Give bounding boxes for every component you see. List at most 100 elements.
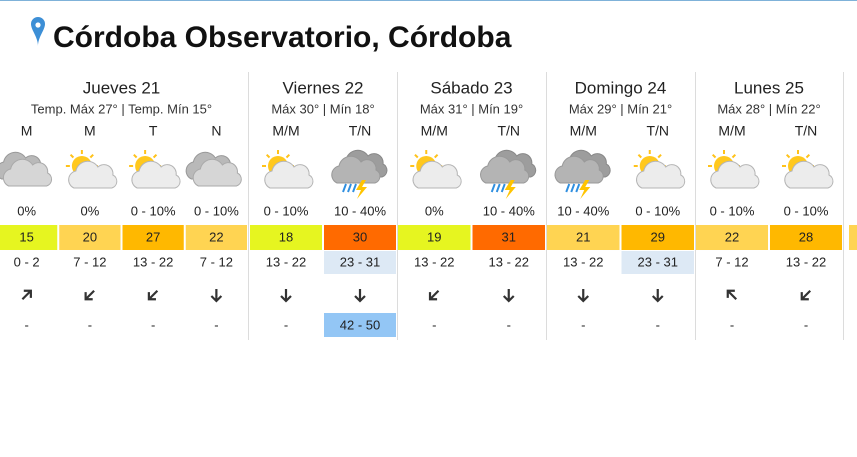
wind-speed: 0 - 2 [14, 254, 40, 269]
sun-ray [805, 153, 811, 159]
temp-cell [324, 225, 396, 250]
sun-ray [785, 153, 791, 159]
day-name: Jueves 21 [83, 78, 161, 97]
wind-gust: - [284, 317, 288, 332]
wind-speed: 13 - 22 [414, 254, 454, 269]
wind-speed: 13 - 22 [133, 254, 173, 269]
wind-arrow [651, 289, 664, 303]
wind-gust: 42 - 50 [340, 317, 380, 332]
temperature: 29 [651, 229, 665, 244]
wind-arrow [502, 289, 515, 303]
weather-icon-storm [480, 149, 537, 199]
weather-icon-cloudy [185, 151, 242, 187]
wind-highlight [324, 251, 396, 274]
rain-probability: 0 - 10% [710, 203, 755, 218]
period-label: T/N [795, 123, 818, 139]
temp-cell [250, 225, 322, 250]
sun-ray [637, 153, 642, 159]
cloud [131, 160, 181, 189]
day-name: Sábado 23 [430, 78, 512, 97]
wind-arrow [210, 289, 223, 303]
sun-ray [434, 153, 439, 159]
wind-arrow [354, 289, 366, 303]
temp-cell [547, 225, 620, 250]
period-label: M/M [272, 123, 299, 139]
rain-drop [565, 183, 571, 193]
day-name: Lunes 25 [734, 78, 804, 97]
rain-drop [575, 183, 581, 193]
rain-probability: 0 - 10% [264, 203, 309, 218]
rain-probability: 10 - 40% [483, 203, 535, 218]
temperature: 22 [209, 229, 223, 244]
day-summary: Máx 30° | Mín 18° [271, 101, 374, 116]
period-label: M [84, 123, 96, 139]
cloud [412, 160, 462, 189]
rain-probability: 0% [80, 203, 99, 218]
weather-icon-partly-sunny [708, 150, 760, 189]
cloud [192, 158, 242, 187]
location-pin [31, 17, 45, 46]
sun-ray [265, 153, 271, 159]
cloud [331, 155, 381, 184]
temperature: 21 [576, 229, 590, 244]
rain-drop [347, 183, 352, 193]
pin-hole [35, 22, 41, 28]
wind-gust: - [24, 317, 28, 332]
temperature: 20 [83, 229, 97, 244]
sun-ray [133, 153, 138, 159]
wind-gust: - [730, 317, 734, 332]
rain-probability: 0 - 10% [784, 203, 829, 218]
wind-arrow [21, 289, 32, 301]
cloud [554, 155, 604, 184]
temperature: 18 [279, 229, 293, 244]
rain-probability: 10 - 40% [334, 203, 386, 218]
title: Córdoba Observatorio, Córdoba [53, 21, 512, 54]
rain-probability: 0 - 10% [131, 203, 176, 218]
wind-arrow [577, 289, 590, 303]
arrow-shape [354, 289, 366, 303]
weather-icon-storm [331, 149, 388, 199]
rain-probability: 0% [425, 203, 444, 218]
period-label: N [211, 123, 221, 139]
weather-icon-partly-sunny [65, 150, 118, 189]
rain-drop [570, 183, 576, 193]
arrow-shape [726, 289, 738, 301]
rain-drop [352, 183, 357, 193]
period-label: M/M [718, 123, 745, 139]
day-summary: Temp. Máx 27° | Temp. Mín 15° [31, 101, 212, 116]
sun-ray [89, 153, 94, 159]
temperature: 28 [799, 229, 813, 244]
weather-icon-cloudy [0, 151, 53, 187]
temp-cell [472, 225, 545, 250]
next-day-sliver [849, 225, 857, 250]
arrow-shape [800, 289, 812, 301]
sun-ray [657, 153, 662, 159]
rain-probability: 0 - 10% [635, 203, 680, 218]
wind-arrow [428, 289, 440, 301]
wind-arrow [280, 289, 292, 303]
sun-ray [69, 153, 75, 159]
arrow-shape [428, 289, 440, 301]
wind-speed: 23 - 31 [638, 254, 678, 269]
sun-ray [414, 153, 419, 159]
wind-gust: - [656, 317, 660, 332]
sun-ray [731, 153, 737, 159]
rain-probability: 0% [17, 203, 36, 218]
cloud [264, 160, 314, 189]
lightning [356, 180, 367, 199]
gust-highlight [324, 313, 396, 337]
wind-arrow [726, 289, 738, 301]
period-label: M/M [570, 123, 597, 139]
weather-icon-partly-sunny [782, 150, 834, 189]
rain-probability: 10 - 40% [557, 203, 609, 218]
wind-speed: 7 - 12 [73, 254, 106, 269]
weather-icon-partly-sunny [129, 150, 181, 189]
wind-speed: 7 - 12 [715, 254, 748, 269]
wind-arrow [147, 289, 159, 301]
wind-gust: - [151, 317, 155, 332]
arrow-shape [84, 289, 95, 301]
lightning [579, 180, 591, 199]
wind-gust: - [214, 317, 218, 332]
temperature: 30 [353, 229, 367, 244]
weather-icon-storm [554, 149, 611, 199]
